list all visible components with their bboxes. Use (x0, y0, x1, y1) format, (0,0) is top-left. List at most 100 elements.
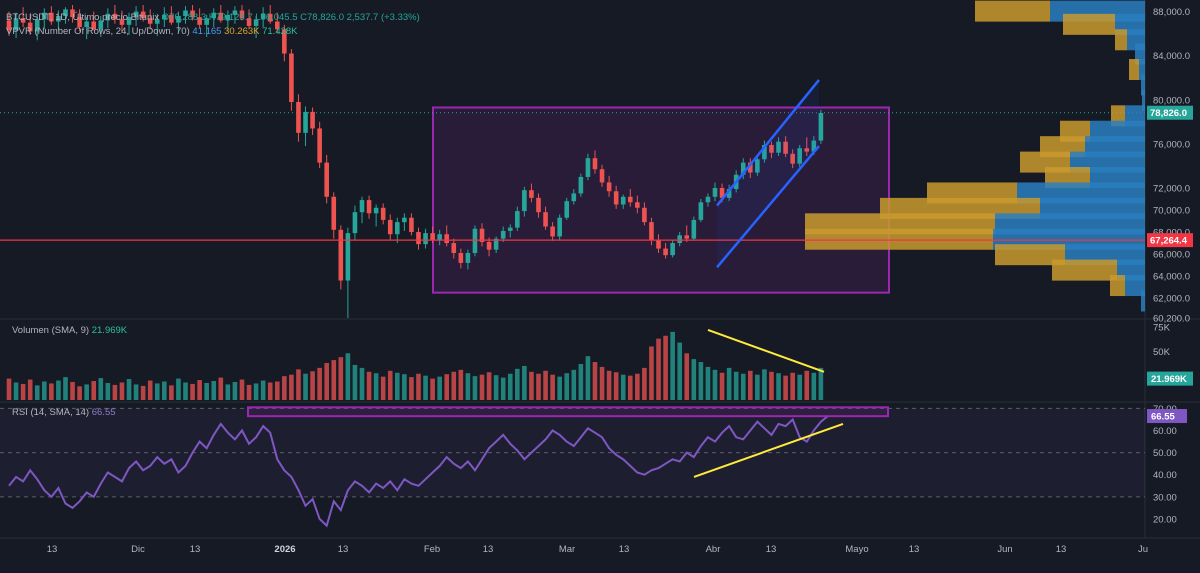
volume-bar (473, 376, 478, 400)
candle-body (444, 234, 449, 243)
volume-bar (289, 375, 294, 400)
vpvr-down-bar (1052, 260, 1117, 281)
candle-body (600, 169, 605, 182)
volume-bar (183, 382, 188, 400)
candle-body (621, 197, 626, 205)
volume-bar (444, 374, 449, 400)
vpvr-legend: VPVR (Number Of Rows, 24, Up/Down, 70) 4… (6, 26, 298, 37)
candle-body (642, 208, 647, 222)
time-tick-label: 13 (190, 544, 201, 555)
volume-bar (501, 378, 506, 400)
time-tick-label: Jun (997, 544, 1012, 555)
time-tick-label: 13 (909, 544, 920, 555)
volume-bar (487, 372, 492, 400)
volume-bar (607, 371, 612, 400)
volume-bar (324, 363, 329, 400)
volume-bar (388, 371, 393, 400)
candle-body (324, 163, 329, 197)
candle-body (579, 177, 584, 194)
volume-bar (169, 385, 174, 400)
volume-bar (120, 382, 125, 400)
candle-body (819, 113, 824, 141)
volume-bar (423, 376, 428, 400)
volume-bar (310, 371, 315, 400)
candle-body (317, 128, 322, 162)
candle-body (416, 232, 421, 244)
volume-bar (226, 384, 231, 400)
volume-bar (317, 368, 322, 400)
volume-bar (14, 382, 19, 400)
volume-bar (670, 332, 675, 400)
volume-bar (360, 368, 365, 400)
support-price-label: 67,264.4 (1150, 236, 1188, 247)
candle-body (367, 200, 372, 213)
vpvr-down-bar (805, 229, 993, 250)
volume-bar (762, 369, 767, 400)
volume-bar (430, 379, 435, 400)
candle-body (557, 218, 562, 237)
candle-body (289, 53, 294, 101)
volume-bar (642, 368, 647, 400)
candle-body (296, 102, 301, 133)
rsi-tick-label: 60.00 (1153, 426, 1177, 437)
volume-bar (529, 372, 534, 400)
volume-bar (402, 374, 407, 400)
candle-body (614, 191, 619, 204)
volume-bar (49, 383, 54, 400)
vpvr-down-bar (1063, 14, 1115, 35)
volume-bar (614, 372, 619, 400)
volume-bar (176, 379, 181, 400)
volume-bar (275, 382, 280, 400)
volume-bar (254, 383, 259, 400)
volume-bar (56, 381, 61, 400)
candle-body (353, 212, 358, 233)
candle-body (303, 112, 308, 133)
candle-body (586, 158, 591, 177)
candle-body (543, 212, 548, 226)
volume-legend: Volumen (SMA, 9) 21.969K (12, 325, 127, 336)
candle-body (310, 112, 315, 129)
rsi-legend-value: 66.55 (92, 407, 116, 418)
volume-bar (621, 375, 626, 400)
candle-body (628, 197, 633, 203)
volume-bar (466, 373, 471, 400)
volume-bar (233, 382, 238, 400)
volume-bar (713, 370, 718, 400)
candle-body (487, 242, 492, 250)
candle-body (430, 233, 435, 240)
volume-bar (543, 371, 548, 400)
volume-bar (35, 385, 40, 400)
time-tick-label: 13 (766, 544, 777, 555)
rsi-value-label: 66.55 (1151, 412, 1175, 423)
volume-bar (579, 364, 584, 400)
volume-bar (106, 383, 111, 400)
volume-bar (346, 353, 351, 400)
volume-bar (28, 380, 33, 400)
rsi-tick-label: 30.00 (1153, 492, 1177, 503)
rsi-tick-label: 50.00 (1153, 448, 1177, 459)
volume-bar (741, 374, 746, 400)
candle-body (649, 222, 654, 240)
candle-body (374, 208, 379, 214)
candle-body (360, 200, 365, 212)
vpvr-total-value: 71.428K (262, 26, 297, 37)
price-tick-label: 70,000.0 (1153, 205, 1190, 216)
volume-bar (480, 375, 485, 400)
time-tick-label: 13 (338, 544, 349, 555)
candle-body (550, 227, 555, 237)
volume-bar (204, 383, 209, 400)
volume-bar (211, 381, 216, 400)
volume-bar (91, 381, 96, 400)
volume-bar (219, 378, 224, 400)
volume-tick-label: 50K (1153, 347, 1171, 358)
volume-bar (699, 362, 704, 400)
candle-body (529, 190, 534, 198)
volume-bar (564, 373, 569, 400)
volume-bar (628, 376, 633, 400)
vpvr-down-bar (1115, 29, 1127, 50)
volume-bar (268, 382, 273, 400)
volume-bar (395, 373, 400, 400)
vpvr-down-bar (1110, 275, 1125, 296)
